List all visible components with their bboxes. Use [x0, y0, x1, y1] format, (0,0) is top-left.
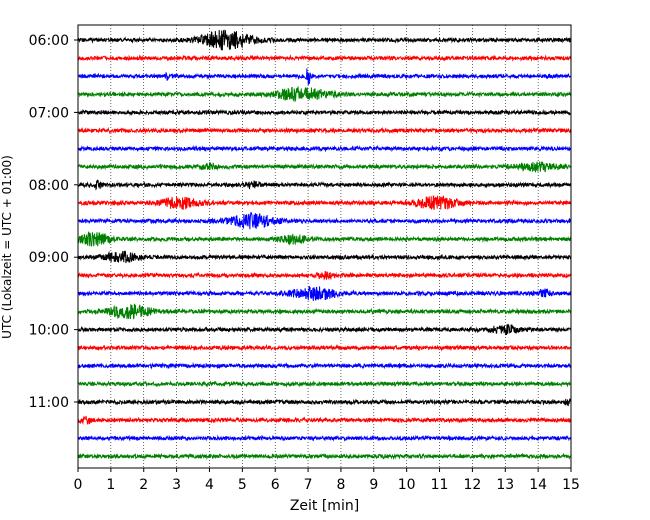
trace-0645: [77, 85, 572, 103]
y-axis-title: UTC (Lokalzeit = UTC + 01:00): [0, 155, 14, 339]
x-tick-label: 15: [562, 477, 580, 493]
y-tick-label: 06:00: [29, 33, 69, 49]
trace-0915: [77, 270, 572, 281]
trace-0630: [77, 68, 572, 86]
trace-0715: [77, 126, 572, 135]
trace-0745: [77, 161, 572, 173]
x-axis-title: Zeit [min]: [290, 498, 359, 514]
plot-frame: [77, 24, 572, 469]
x-tick-label: 13: [496, 477, 514, 493]
trace-1130: [77, 434, 572, 442]
x-axis: 0 1 2 3 4 5 6 7 8 9 10 11 12 13 14 15: [74, 468, 580, 493]
trace-1000: [77, 323, 572, 336]
trace-1145: [77, 452, 572, 461]
trace-0615: [77, 54, 572, 63]
x-tick-label: 0: [74, 477, 83, 493]
trace-0600: [77, 29, 572, 51]
x-tick-label: 7: [304, 477, 313, 493]
trace-0700: [77, 108, 572, 117]
y-tick-label: 07:00: [29, 105, 69, 121]
x-tick-label: 10: [398, 477, 416, 493]
grid-lines: [110, 25, 539, 468]
x-tick-label: 5: [238, 477, 247, 493]
y-tick-label: 08:00: [29, 178, 69, 194]
trace-1030: [77, 361, 572, 370]
y-tick-label: 09:00: [29, 250, 69, 266]
x-tick-label: 4: [205, 477, 214, 493]
y-tick-label: 11:00: [29, 395, 69, 411]
x-tick-label: 14: [529, 477, 547, 493]
trace-0830: [77, 212, 572, 230]
trace-0930: [77, 286, 572, 302]
x-tick-label: 9: [369, 477, 378, 493]
trace-0845: [77, 231, 572, 247]
trace-1100: [77, 397, 572, 407]
x-tick-label: 3: [172, 477, 181, 493]
y-axis: 06:00 07:00 08:00 09:00 10:00 11:00: [29, 33, 78, 411]
trace-series: [77, 29, 572, 461]
x-tick-label: 2: [139, 477, 148, 493]
y-tick-label: 10:00: [29, 323, 69, 339]
trace-1015: [77, 343, 572, 352]
trace-0900: [77, 249, 572, 264]
trace-0945: [77, 303, 572, 320]
x-tick-label: 12: [463, 477, 481, 493]
x-tick-label: 6: [271, 477, 280, 493]
x-tick-label: 11: [431, 477, 449, 493]
x-tick-label: 8: [336, 477, 345, 493]
trace-0730: [77, 144, 572, 153]
trace-0815: [77, 195, 572, 211]
trace-0800: [77, 179, 572, 191]
trace-1045: [77, 380, 572, 388]
x-tick-label: 1: [106, 477, 115, 493]
trace-1115: [77, 415, 572, 425]
